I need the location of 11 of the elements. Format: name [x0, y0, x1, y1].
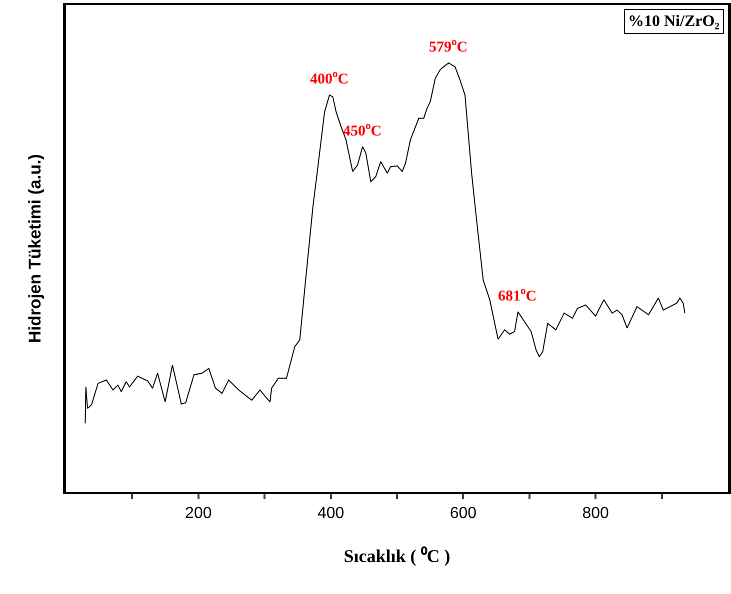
y-axis-title: Hidrojen Tüketimi (a.u.): [26, 154, 45, 343]
annotation: 681$^{o}$C: [498, 286, 537, 304]
annotation: 579$^{o}$C: [429, 37, 468, 56]
annotation: 450$^{o}$C: [343, 121, 382, 140]
x-tick-label: 400: [317, 505, 344, 522]
x-tick-label: 600: [450, 505, 477, 522]
x-axis-title: Sıcaklık ( ⁰C ): [344, 546, 450, 566]
annotation: 400$^{o}$C: [310, 69, 349, 88]
text: %10 Ni/ZrO₂: [628, 13, 720, 30]
x-tick-label: 200: [185, 505, 212, 522]
x-tick-label: 800: [582, 505, 610, 522]
